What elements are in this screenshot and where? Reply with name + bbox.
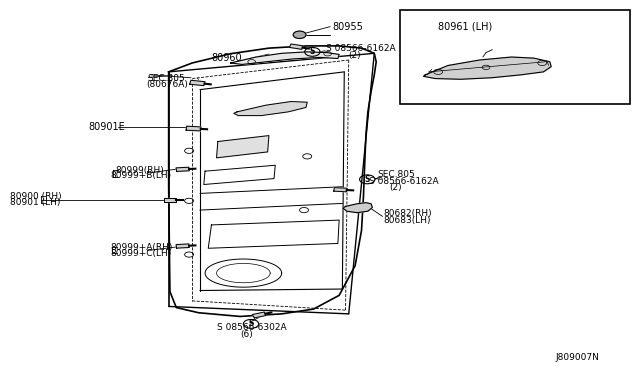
Text: 80961 (LH): 80961 (LH)	[438, 22, 492, 32]
Text: 80901 (LH): 80901 (LH)	[10, 198, 60, 207]
Text: 80683(LH): 80683(LH)	[384, 216, 431, 225]
Polygon shape	[230, 52, 339, 64]
Text: S: S	[365, 175, 370, 184]
Text: 80999(RH): 80999(RH)	[116, 166, 164, 174]
Polygon shape	[289, 44, 303, 49]
Text: S: S	[248, 320, 253, 328]
Text: (6): (6)	[240, 330, 253, 339]
Text: 80682(RH): 80682(RH)	[384, 209, 433, 218]
Text: 80900 (RH): 80900 (RH)	[10, 192, 61, 201]
Polygon shape	[216, 136, 269, 158]
Text: 80999+B(LH): 80999+B(LH)	[111, 171, 172, 180]
Polygon shape	[334, 187, 347, 192]
Text: 80955: 80955	[333, 22, 364, 32]
Polygon shape	[424, 57, 551, 79]
Text: 80901E: 80901E	[89, 122, 125, 132]
Polygon shape	[343, 203, 372, 213]
Text: SEC.805: SEC.805	[148, 74, 186, 83]
Text: S: S	[310, 47, 315, 56]
Text: (2): (2)	[349, 51, 362, 60]
Polygon shape	[234, 102, 307, 116]
Text: 80960: 80960	[211, 53, 242, 63]
Text: S 08566-6162A: S 08566-6162A	[369, 177, 438, 186]
Polygon shape	[176, 244, 189, 248]
Polygon shape	[186, 126, 201, 131]
Text: 80999+C(LH): 80999+C(LH)	[111, 249, 172, 258]
Text: SEC.805: SEC.805	[378, 170, 415, 179]
Polygon shape	[189, 80, 205, 86]
Text: S 08566-6162A: S 08566-6162A	[326, 44, 396, 53]
Bar	[400, 10, 630, 105]
Polygon shape	[164, 198, 176, 202]
Circle shape	[293, 31, 306, 38]
Polygon shape	[176, 167, 189, 171]
Text: 80999+A(RH): 80999+A(RH)	[111, 243, 173, 251]
Polygon shape	[252, 312, 266, 318]
Text: (80676A): (80676A)	[147, 80, 188, 89]
Text: J809007N: J809007N	[555, 353, 599, 362]
Text: (2): (2)	[389, 183, 401, 192]
Text: S 08566-6302A: S 08566-6302A	[216, 323, 286, 332]
